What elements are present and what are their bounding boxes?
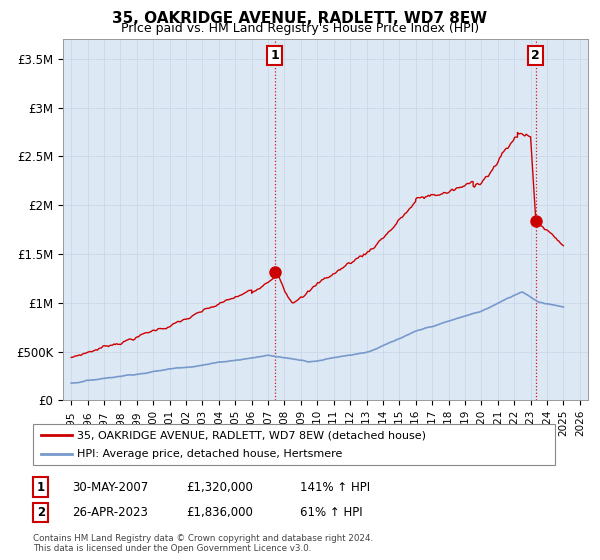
Text: 30-MAY-2007: 30-MAY-2007 — [72, 480, 148, 494]
Text: HPI: Average price, detached house, Hertsmere: HPI: Average price, detached house, Hert… — [77, 449, 343, 459]
Text: 141% ↑ HPI: 141% ↑ HPI — [300, 480, 370, 494]
Text: 1: 1 — [271, 49, 280, 62]
Text: Contains HM Land Registry data © Crown copyright and database right 2024.
This d: Contains HM Land Registry data © Crown c… — [33, 534, 373, 553]
Text: 35, OAKRIDGE AVENUE, RADLETT, WD7 8EW: 35, OAKRIDGE AVENUE, RADLETT, WD7 8EW — [112, 11, 488, 26]
Text: 61% ↑ HPI: 61% ↑ HPI — [300, 506, 362, 519]
Text: 2: 2 — [37, 506, 45, 519]
Text: 1: 1 — [37, 480, 45, 494]
Text: 2: 2 — [532, 49, 540, 62]
Text: 26-APR-2023: 26-APR-2023 — [72, 506, 148, 519]
Text: Price paid vs. HM Land Registry's House Price Index (HPI): Price paid vs. HM Land Registry's House … — [121, 22, 479, 35]
Text: 35, OAKRIDGE AVENUE, RADLETT, WD7 8EW (detached house): 35, OAKRIDGE AVENUE, RADLETT, WD7 8EW (d… — [77, 431, 427, 440]
Text: £1,320,000: £1,320,000 — [186, 480, 253, 494]
Text: £1,836,000: £1,836,000 — [186, 506, 253, 519]
FancyBboxPatch shape — [33, 424, 555, 465]
